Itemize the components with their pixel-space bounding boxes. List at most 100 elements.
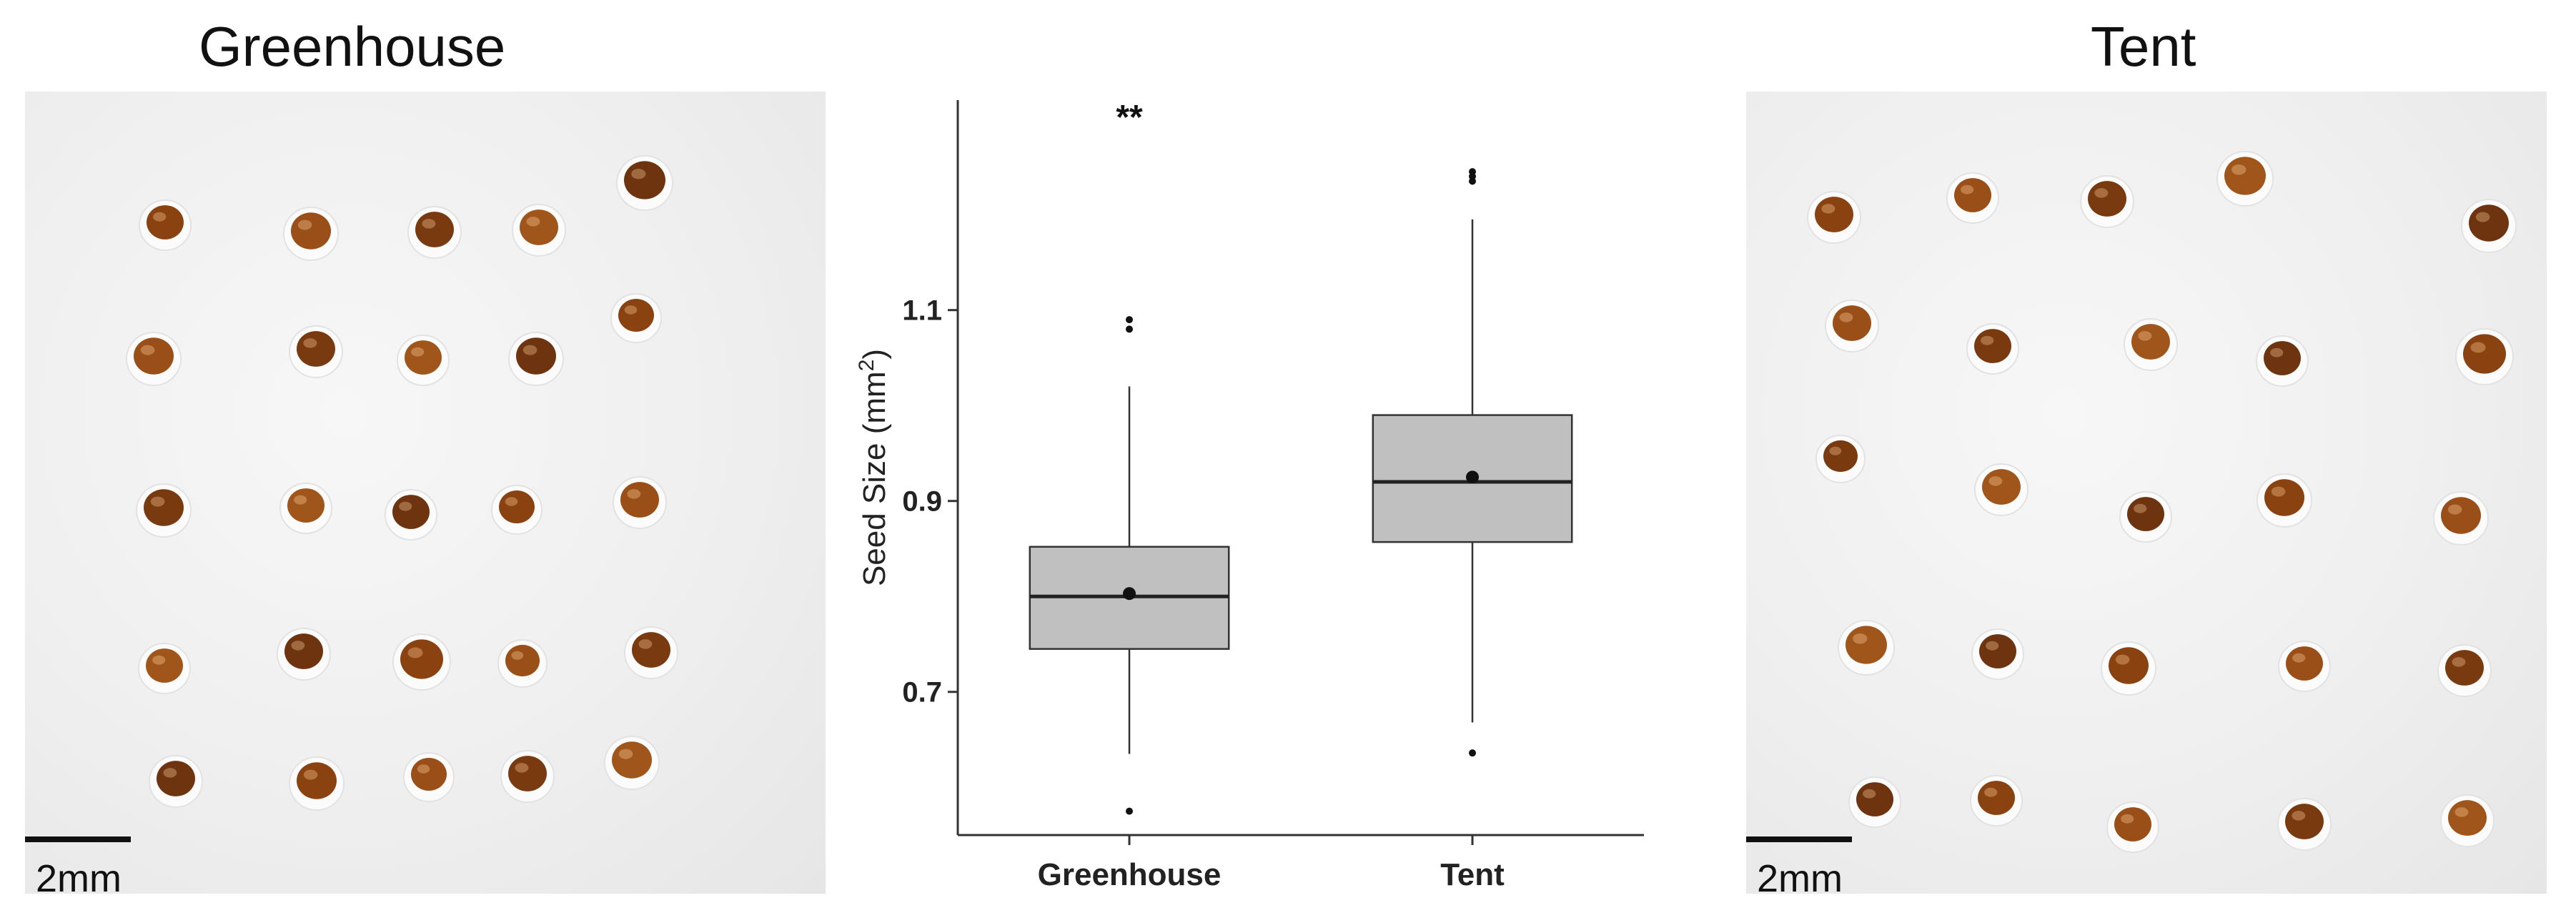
seed-body [2114, 807, 2151, 841]
tent-seed-r3-c4 [2257, 473, 2312, 528]
tent-seed-r4-c1 [1838, 620, 1895, 676]
seed-highlight [2292, 811, 2306, 821]
seed-highlight [2094, 188, 2109, 198]
greenhouse-seed-r1-c2 [283, 207, 339, 261]
seed-body [146, 648, 183, 683]
greenhouse-seed-r3-c4 [491, 485, 543, 535]
seed-highlight [1829, 446, 1842, 455]
tent-seed-r2-c3 [2124, 318, 2178, 371]
significance-marker: ** [1116, 99, 1143, 137]
greenhouse-seed-r3-c1 [136, 483, 192, 538]
seed-body [612, 741, 652, 779]
seed-highlight [1839, 312, 1853, 322]
greenhouse-seed-r4-c3 [392, 633, 451, 691]
seed-body [2264, 479, 2304, 516]
greenhouse-seed-r5-c2 [289, 756, 345, 811]
tent-seed-r2-c2 [1966, 323, 2019, 375]
tent-seed-r5-c4 [2277, 798, 2332, 851]
seed-highlight [627, 489, 641, 499]
tent-seed-r1-c4 [2216, 151, 2274, 207]
greenhouse-outlier-point [1126, 807, 1133, 815]
greenhouse-seed-r1-c1 [139, 199, 192, 251]
seed-highlight [2270, 347, 2284, 357]
seed-body [2469, 204, 2509, 242]
seed-highlight [153, 212, 167, 222]
seed-body [520, 209, 558, 245]
tent-seed-r4-c2 [1971, 628, 2024, 680]
tent-seed-r5-c2 [1970, 775, 2023, 826]
seed-highlight [2115, 654, 2130, 665]
seed-body [1979, 634, 2016, 668]
left-panel-title: Greenhouse [199, 15, 506, 78]
seed-highlight [505, 497, 518, 506]
seed-highlight [515, 763, 529, 773]
seed-highlight [1984, 787, 1998, 797]
greenhouse-seed-r4-c2 [277, 628, 331, 681]
tent-seed-r2-c4 [2256, 335, 2309, 387]
seed-body [2127, 497, 2164, 531]
seed-highlight [631, 169, 646, 179]
right-panel-title: Tent [2091, 15, 2196, 78]
seed-body [400, 639, 443, 679]
seed-highlight [2454, 807, 2469, 817]
seed-body [1974, 329, 2011, 363]
right-scale-bar-label: 2mm [1757, 857, 1843, 900]
seed-body [1815, 197, 1853, 232]
seed-body [1954, 178, 1991, 212]
seed-body [291, 212, 331, 250]
seed-highlight [291, 641, 305, 651]
greenhouse-seed-r4-c4 [497, 639, 548, 688]
seed-highlight [294, 495, 307, 505]
left-scale-bar-label: 2mm [36, 857, 122, 900]
tent-seed-r5-c5 [2440, 794, 2495, 847]
seed-body [1856, 782, 1893, 816]
seed-highlight [618, 749, 633, 759]
greenhouse-seed-r2-c5 [610, 293, 662, 343]
greenhouse-seed-r1-c5 [616, 155, 673, 211]
seed-body [2448, 800, 2487, 836]
tent-x-tick-label: Tent [1440, 857, 1505, 892]
greenhouse-seed-r5-c3 [403, 752, 455, 802]
seed-body [2441, 497, 2481, 534]
seed-body [2264, 341, 2301, 375]
seed-body [2286, 646, 2323, 681]
greenhouse-seed-r4-c5 [624, 626, 678, 679]
seed-body [297, 762, 337, 799]
seed-body [632, 632, 670, 668]
tent-seed-r1-c2 [1946, 172, 1999, 224]
seed-highlight [407, 647, 423, 658]
seed-body [516, 337, 556, 375]
seed-highlight [1988, 476, 2003, 486]
seed-body [1823, 440, 1858, 473]
greenhouse-seed-r1-c4 [512, 204, 566, 257]
seed-highlight [140, 345, 155, 355]
seed-body [144, 489, 184, 526]
seed-highlight [297, 219, 312, 230]
seed-body [2285, 804, 2324, 839]
greenhouse-seed-photo [25, 92, 826, 894]
greenhouse-x-tick-label: Greenhouse [1038, 857, 1222, 892]
greenhouse-seed-r2-c3 [397, 335, 450, 386]
seed-highlight [1821, 204, 1836, 214]
seed-size-boxplot: 0.7 0.9 1.1 Seed Size (mm2) Greenhouse Tent ** [855, 99, 1644, 892]
seed-body [2131, 324, 2170, 360]
seed-highlight [303, 769, 318, 780]
seed-body [2463, 334, 2506, 374]
seed-body [415, 212, 454, 247]
seed-highlight [1961, 184, 1974, 194]
seed-highlight [2447, 504, 2462, 515]
tent-seed-r3-c2 [1974, 463, 2028, 516]
tent-outlier-point [1469, 749, 1476, 757]
seed-body [624, 161, 665, 199]
seed-highlight [150, 496, 165, 507]
greenhouse-seed-r5-c5 [604, 736, 660, 790]
seed-highlight [511, 651, 524, 660]
greenhouse-seed-r5-c1 [149, 755, 203, 808]
seed-body [2109, 647, 2149, 684]
greenhouse-seed-r3-c2 [279, 483, 332, 534]
greenhouse-seed-r5-c4 [500, 750, 555, 803]
greenhouse-seed-r3-c3 [385, 489, 437, 541]
greenhouse-outlier-point [1126, 316, 1133, 324]
seed-highlight [1853, 633, 1868, 644]
seed-highlight [2271, 486, 2286, 497]
